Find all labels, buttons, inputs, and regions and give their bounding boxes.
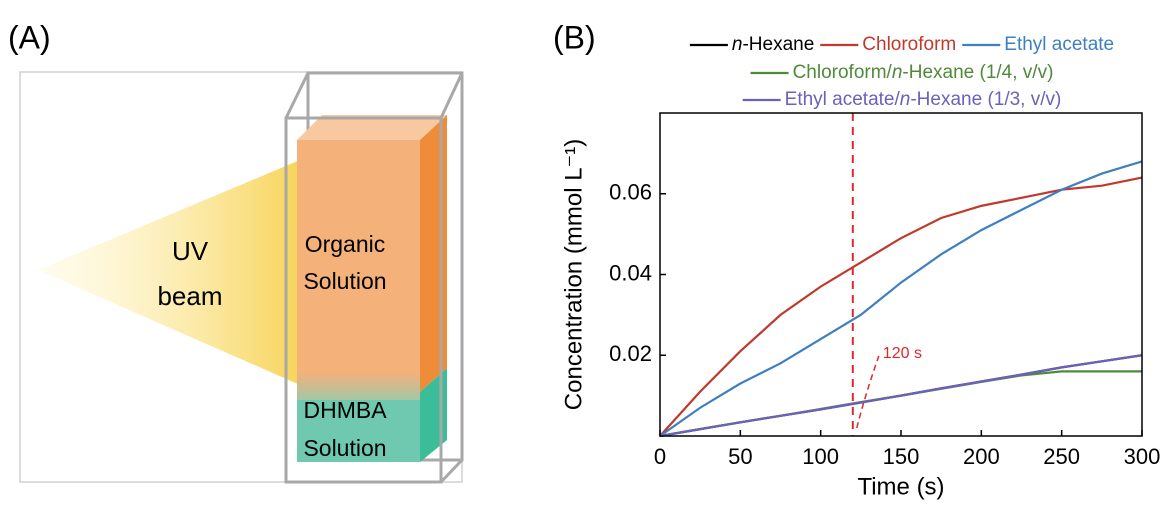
- organic-label: Organic: [305, 231, 386, 257]
- legend-label: Ethyl acetate/n-Hexane (1/3, v/v): [785, 89, 1062, 110]
- x-tick-label: 300: [1124, 444, 1161, 469]
- beam-label: beam: [157, 281, 222, 311]
- panel-label: (B): [553, 19, 596, 55]
- y-axis-label: Concentration (mmol L⁻¹): [560, 139, 587, 410]
- legend-label: Chloroform: [862, 34, 956, 55]
- panel-a: (A) UV beam Organic Solution DHMBA Solut…: [8, 19, 462, 482]
- aqueous-label: DHMBA: [303, 397, 387, 423]
- page: (A) UV beam Organic Solution DHMBA Solut…: [0, 0, 1172, 513]
- x-tick-label: 100: [802, 444, 839, 469]
- annotation-pointer: [857, 356, 879, 428]
- legend-label: n-Hexane: [732, 34, 814, 55]
- panel-b: (B) 0 50 100 150 200 250 300 0.02 0.04 0.06 Time (…: [553, 19, 1160, 500]
- series-line: [660, 178, 1142, 436]
- x-tick-label: 50: [728, 444, 752, 469]
- organic-label: Solution: [303, 268, 386, 294]
- cuvette-edge: [286, 73, 308, 118]
- legend-label: Ethyl acetate: [1004, 34, 1114, 55]
- uv-beam: [38, 160, 300, 385]
- annotation: 120 s: [883, 345, 922, 362]
- aqueous-label: Solution: [303, 435, 386, 461]
- y-tick-label: 0.04: [609, 260, 652, 285]
- organic-side: [420, 115, 447, 392]
- legend-label: Chloroform/n-Hexane (1/4, v/v): [793, 62, 1054, 83]
- series-line: [660, 355, 1142, 436]
- y-tick-label: 0.06: [609, 180, 652, 205]
- cuvette-edge: [441, 460, 462, 482]
- y-tick-label: 0.02: [609, 341, 652, 366]
- x-axis-label: Time (s): [857, 473, 944, 500]
- cuvette-edge: [441, 73, 462, 118]
- series-line: [660, 371, 1142, 436]
- x-tick-label: 150: [883, 444, 920, 469]
- panel-label: (A): [8, 19, 51, 55]
- x-tick-label: 250: [1043, 444, 1080, 469]
- figure: (A) UV beam Organic Solution DHMBA Solut…: [0, 0, 1172, 508]
- x-tick-label: 0: [654, 444, 666, 469]
- beam-label: UV: [172, 236, 209, 266]
- x-tick-label: 200: [963, 444, 1000, 469]
